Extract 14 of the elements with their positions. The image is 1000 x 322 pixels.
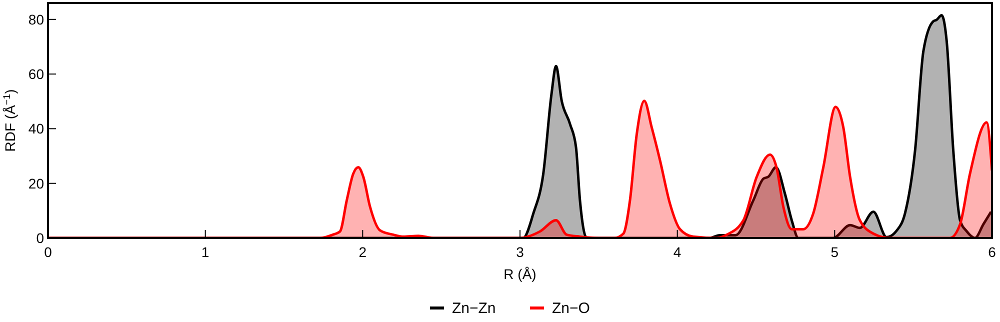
y-tick-label: 0 [36, 230, 44, 246]
x-axis-title: R (Å) [504, 266, 536, 282]
x-tick-label: 5 [830, 244, 839, 260]
y-tick-label: 20 [28, 175, 44, 192]
legend-label: Zn−Zn [452, 300, 496, 317]
x-tick-label: 2 [358, 244, 367, 260]
x-tick-label: 4 [673, 244, 682, 260]
legend-label: Zn−O [552, 300, 590, 317]
y-tick-label: 40 [28, 120, 44, 137]
y-tick-label: 80 [28, 11, 44, 28]
x-tick-label: 1 [201, 244, 210, 260]
y-tick-label: 60 [28, 66, 44, 82]
x-tick-label: 3 [516, 244, 524, 260]
x-tick-label: 6 [988, 244, 996, 260]
